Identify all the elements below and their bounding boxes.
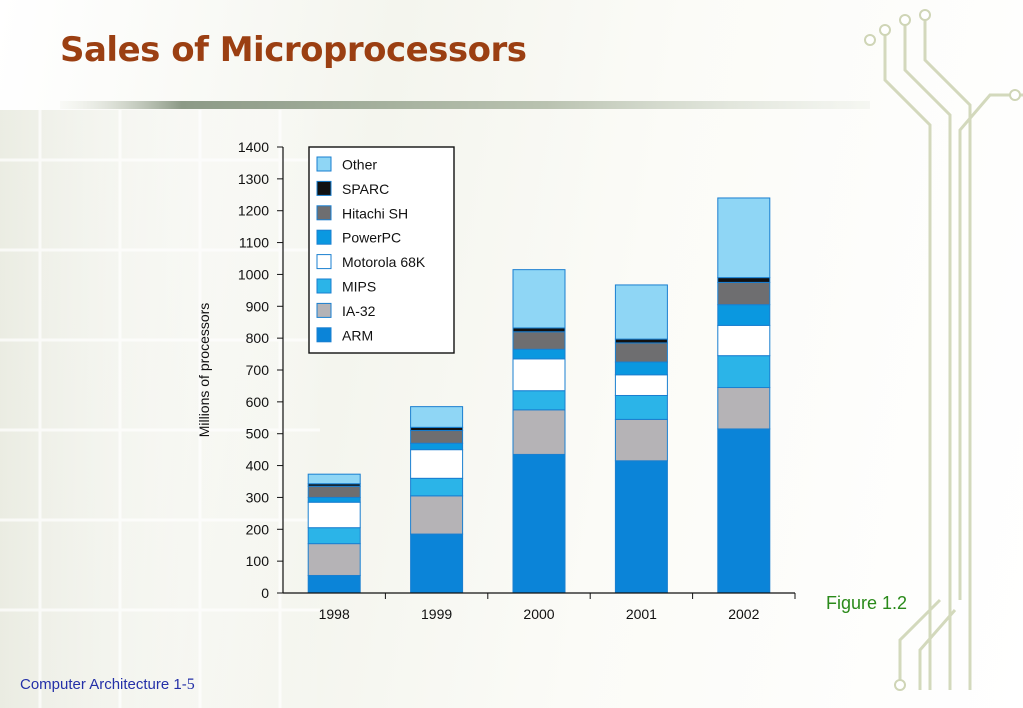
bar-segment-hitachi-sh-1998 bbox=[307, 485, 361, 498]
legend-label-powerpc: PowerPC bbox=[342, 230, 401, 246]
x-tick-label: 1998 bbox=[319, 606, 350, 622]
y-axis-label: Millions of processors bbox=[196, 303, 212, 438]
bar-segment-powerpc-2002 bbox=[717, 304, 771, 326]
legend-box bbox=[308, 146, 455, 354]
bar-segment-mips-1998 bbox=[307, 527, 361, 545]
bar-segment-hitachi-sh-2002 bbox=[717, 281, 771, 306]
bar-segment-hitachi-sh-2001 bbox=[614, 342, 668, 363]
bar-segment-sparc-2000 bbox=[512, 327, 566, 333]
x-tick-label: 2001 bbox=[626, 606, 657, 622]
bar-segment-powerpc-2001 bbox=[614, 361, 668, 376]
bar-segment-powerpc-2000 bbox=[512, 348, 566, 360]
bar-segment-mips-2001 bbox=[614, 394, 668, 420]
y-tick-label: 400 bbox=[246, 458, 270, 474]
bar-segment-motorola-68k-1999 bbox=[410, 449, 464, 479]
bar-segment-motorola-68k-2000 bbox=[512, 358, 566, 392]
bar-segment-arm-1998 bbox=[307, 574, 361, 594]
figure-caption: Figure 1.2 bbox=[826, 593, 908, 613]
x-tick-label: 1999 bbox=[421, 606, 452, 622]
bar-segment-arm-2000 bbox=[512, 453, 566, 594]
legend-label-sparc: SPARC bbox=[342, 181, 389, 197]
legend-swatch-powerpc bbox=[316, 229, 332, 245]
legend-label-arm: ARM bbox=[342, 327, 373, 343]
bar-segments bbox=[307, 197, 771, 594]
bar-segment-hitachi-sh-2000 bbox=[512, 331, 566, 350]
bar-segment-motorola-68k-2001 bbox=[614, 374, 668, 396]
y-tick-label: 1200 bbox=[238, 203, 269, 219]
legend-label-mips: MIPS bbox=[342, 279, 376, 295]
bar-segment-hitachi-sh-1999 bbox=[410, 430, 464, 444]
legend-swatch-sparc bbox=[316, 180, 332, 196]
y-tick-label: 100 bbox=[246, 553, 270, 569]
legend-label-hitachi-sh: Hitachi SH bbox=[342, 205, 408, 221]
bar-segment-ia-32-2001 bbox=[614, 418, 668, 462]
bar-segment-other-1999 bbox=[410, 406, 464, 428]
y-tick-label: 1100 bbox=[239, 235, 269, 251]
legend-label-other: Other bbox=[342, 157, 377, 173]
y-tick-label: 300 bbox=[246, 489, 270, 505]
y-axis-ticks: 0 100 200 300 400 500 600 700 800 900 1000 1100 1200… bbox=[238, 139, 283, 601]
bar-segment-mips-2000 bbox=[512, 390, 566, 411]
legend-swatch-other bbox=[316, 156, 332, 172]
bar-segment-sparc-2001 bbox=[614, 338, 668, 344]
chart-axes bbox=[282, 147, 795, 594]
bar-segment-arm-2001 bbox=[614, 460, 668, 594]
legend-label-ia-32: IA-32 bbox=[342, 303, 376, 319]
x-tick-label: 2000 bbox=[523, 606, 554, 622]
y-tick-label: 700 bbox=[246, 362, 270, 378]
legend-swatch-hitachi-sh bbox=[316, 205, 332, 221]
bar-segment-mips-1999 bbox=[410, 477, 464, 497]
x-tick-label: 2002 bbox=[728, 606, 759, 622]
legend-swatch-ia-32 bbox=[316, 302, 332, 318]
bar-segment-sparc-2002 bbox=[717, 277, 771, 283]
bar-segment-powerpc-1999 bbox=[410, 442, 464, 451]
legend-swatch-motorola-68k bbox=[316, 254, 332, 270]
bar-segment-mips-2002 bbox=[717, 355, 771, 389]
y-tick-label: 1300 bbox=[238, 171, 269, 187]
bar-segment-motorola-68k-1998 bbox=[307, 501, 361, 529]
bar-segment-motorola-68k-2002 bbox=[717, 324, 771, 357]
bar-segment-other-2002 bbox=[717, 197, 771, 279]
bar-segment-ia-32-1998 bbox=[307, 543, 361, 576]
bar-segment-powerpc-1998 bbox=[307, 496, 361, 503]
y-tick-label: 200 bbox=[246, 521, 270, 537]
bar-segment-ia-32-2000 bbox=[512, 409, 566, 455]
y-tick-label: 1000 bbox=[238, 266, 269, 282]
y-tick-label: 500 bbox=[246, 426, 270, 442]
slide-title: Sales of Microprocessors bbox=[60, 30, 527, 70]
legend-label-motorola-68k: Motorola 68K bbox=[342, 254, 426, 270]
legend: Other SPARC Hitachi SH PowerPC Motorola 68K M… bbox=[308, 146, 455, 354]
x-axis-ticks: 1998 1999 2000 2001 2002 bbox=[319, 593, 796, 622]
y-tick-label: 800 bbox=[246, 330, 270, 346]
bar-segment-other-2001 bbox=[614, 284, 668, 340]
bar-segment-arm-2002 bbox=[717, 428, 771, 594]
footer-page-number: 5 bbox=[186, 676, 195, 693]
legend-swatch-mips bbox=[316, 278, 332, 294]
footer-text: Computer Architecture 1- bbox=[20, 676, 187, 693]
slide-footer: Computer Architecture 1-5 bbox=[20, 676, 195, 694]
bar-segment-other-2000 bbox=[512, 269, 566, 329]
legend-swatch-arm bbox=[316, 327, 332, 343]
y-tick-label: 1400 bbox=[238, 139, 269, 155]
y-tick-label: 900 bbox=[246, 298, 270, 314]
bar-segment-ia-32-2002 bbox=[717, 387, 771, 430]
bar-segment-arm-1999 bbox=[410, 533, 464, 594]
y-tick-label: 0 bbox=[261, 585, 269, 601]
bar-segment-ia-32-1999 bbox=[410, 495, 464, 535]
bar-segment-other-1998 bbox=[307, 473, 361, 485]
y-tick-label: 600 bbox=[246, 394, 270, 410]
